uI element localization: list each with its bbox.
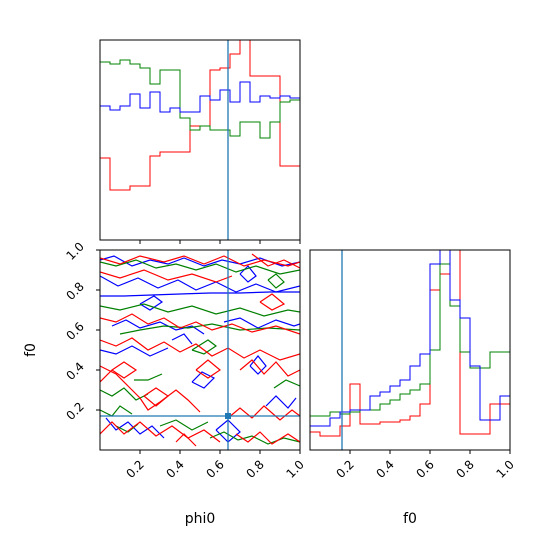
- contour-green-line: [273, 379, 300, 389]
- contour-red-line: [100, 337, 300, 361]
- contour-y-tick-label: 0.2: [63, 399, 86, 422]
- x-axis-label-phi0: phi0: [185, 511, 216, 527]
- contour-x-tick-label: 0.2: [123, 457, 146, 480]
- contour-y-tick-label: 1.0: [63, 239, 86, 262]
- contour-blue-line: [265, 395, 297, 409]
- contour-truth-marker: [225, 413, 231, 419]
- contour-green-line: [209, 431, 300, 445]
- f0-hist-x-tick-label: 0.6: [413, 457, 436, 480]
- contour-red-line: [195, 359, 222, 379]
- contour-green-line: [267, 273, 285, 289]
- contour-blue-line: [100, 291, 300, 297]
- contour-blue-line: [223, 317, 300, 329]
- f0-hist-blue-series: [310, 250, 510, 450]
- contour-red-line: [100, 361, 138, 383]
- contour-y-tick-label: 0.6: [63, 319, 86, 342]
- contour-red-line: [143, 387, 170, 407]
- contour-blue-line: [105, 417, 165, 439]
- contour-blue-line: [100, 345, 169, 357]
- contour-x-tick-label: 1.0: [283, 457, 306, 480]
- y-axis-label-f0: f0: [23, 343, 39, 357]
- contour-frame: [99, 249, 301, 451]
- contour-x-tick-label: 0.8: [243, 457, 266, 480]
- contour-blue-line: [191, 371, 216, 389]
- contour-green-line: [191, 339, 218, 355]
- x-axis-label-f0: f0: [403, 511, 417, 527]
- f0-hist-x-tick-label: 1.0: [493, 457, 516, 480]
- contour-red-line: [251, 253, 300, 269]
- contour-green-line: [100, 259, 300, 275]
- contour-blue-line: [215, 419, 241, 443]
- contour-red-line: [259, 293, 286, 311]
- f0-marginal-histogram: 0.2 0.4 0.6 0.8 1.0: [309, 249, 517, 481]
- f0-hist-red-series: [310, 250, 510, 450]
- f0-hist-frame: [309, 249, 511, 451]
- f0-hist-x-tick-label: 0.2: [333, 457, 356, 480]
- phi0-hist-frame: [99, 39, 301, 241]
- contour-red-line: [100, 269, 233, 283]
- contour-green-line: [100, 405, 133, 417]
- contour-green-line: [159, 419, 209, 431]
- contour-red-line: [227, 405, 300, 421]
- contour-blue-line: [100, 255, 300, 267]
- phi0-marginal-histogram: [99, 39, 301, 244]
- contour-x-tick-label: 0.6: [203, 457, 226, 480]
- contour-green-line: [119, 323, 300, 335]
- contour-red-line: [100, 255, 300, 267]
- contour-red-line: [100, 365, 201, 413]
- contour-green-line: [100, 303, 300, 317]
- contour-blue-line: [171, 333, 193, 345]
- contour-blue-line: [111, 319, 205, 335]
- contour-blue-line: [100, 275, 300, 293]
- f0-hist-green-series: [310, 263, 510, 450]
- contour-blue-line: [139, 295, 164, 311]
- contour-red-line: [100, 313, 300, 335]
- contour-green-line: [134, 373, 163, 381]
- contour-x-tick-label: 0.4: [163, 457, 186, 480]
- phi0-f0-contour-panel: 0.2 0.4 0.6 0.8 1.0 0.2 0.4 0.6 0.8 1.0: [63, 239, 306, 480]
- contour-red-line: [100, 421, 221, 443]
- contour-red-line: [239, 359, 300, 377]
- contour-y-tick-label: 0.8: [63, 279, 86, 302]
- phi0-hist-blue-series: [100, 81, 300, 240]
- contour-blue-line: [249, 355, 267, 375]
- contour-y-tick-label: 0.4: [63, 359, 86, 382]
- f0-hist-x-tick-label: 0.4: [373, 457, 396, 480]
- f0-hist-x-tick-label: 0.8: [453, 457, 476, 480]
- phi0-hist-green-series: [100, 59, 300, 240]
- contour-red-line: [175, 433, 197, 447]
- contour-red-line: [235, 431, 300, 445]
